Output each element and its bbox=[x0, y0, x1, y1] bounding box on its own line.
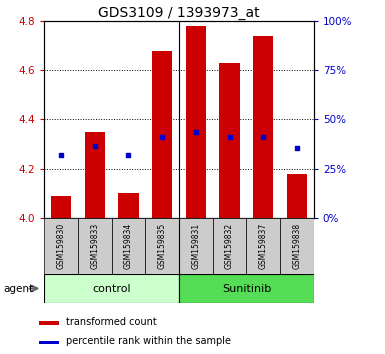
Bar bbox=[39, 321, 59, 325]
Point bbox=[92, 144, 98, 149]
Point bbox=[159, 134, 165, 139]
Point bbox=[193, 129, 199, 135]
Text: GSM159835: GSM159835 bbox=[158, 223, 167, 269]
Bar bbox=[146, 218, 179, 274]
Text: control: control bbox=[92, 284, 131, 293]
Bar bbox=[179, 274, 314, 303]
Bar bbox=[246, 218, 280, 274]
Bar bbox=[280, 218, 314, 274]
Bar bbox=[44, 274, 179, 303]
Text: GSM159834: GSM159834 bbox=[124, 223, 133, 269]
Point bbox=[58, 152, 64, 158]
Text: agent: agent bbox=[4, 284, 34, 293]
Bar bbox=[112, 218, 146, 274]
Point bbox=[294, 145, 300, 150]
Bar bbox=[51, 196, 71, 218]
Text: Sunitinib: Sunitinib bbox=[222, 284, 271, 293]
Bar bbox=[186, 26, 206, 218]
Text: GSM159830: GSM159830 bbox=[57, 223, 65, 269]
Bar bbox=[44, 218, 78, 274]
Bar bbox=[39, 341, 59, 344]
Bar bbox=[85, 132, 105, 218]
Point bbox=[260, 134, 266, 139]
Bar bbox=[152, 51, 172, 218]
Bar bbox=[78, 218, 112, 274]
Point bbox=[126, 152, 132, 158]
Bar bbox=[253, 36, 273, 218]
Text: percentile rank within the sample: percentile rank within the sample bbox=[66, 336, 231, 346]
Text: GSM159838: GSM159838 bbox=[293, 223, 301, 269]
Bar bbox=[119, 193, 139, 218]
Title: GDS3109 / 1393973_at: GDS3109 / 1393973_at bbox=[98, 6, 260, 20]
Text: GSM159833: GSM159833 bbox=[90, 223, 99, 269]
Bar bbox=[213, 218, 246, 274]
Text: GSM159832: GSM159832 bbox=[225, 223, 234, 269]
Text: transformed count: transformed count bbox=[66, 317, 156, 327]
Bar bbox=[287, 173, 307, 218]
Bar bbox=[179, 218, 213, 274]
Text: GSM159831: GSM159831 bbox=[191, 223, 200, 269]
Bar bbox=[219, 63, 239, 218]
Point bbox=[226, 134, 233, 139]
Text: GSM159837: GSM159837 bbox=[259, 223, 268, 269]
